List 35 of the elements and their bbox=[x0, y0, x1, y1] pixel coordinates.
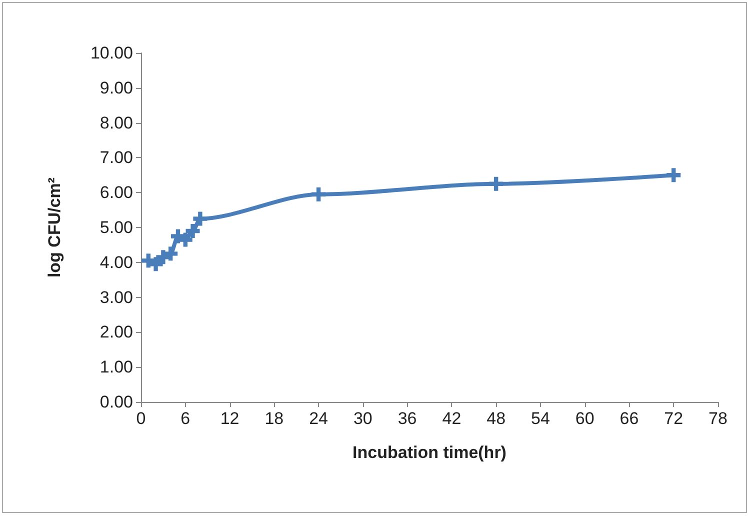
x-tick-label: 24 bbox=[309, 409, 328, 428]
point bbox=[489, 176, 504, 191]
y-tick-label: 8.00 bbox=[100, 113, 133, 132]
x-axis-title: Incubation time(hr) bbox=[352, 443, 506, 462]
point bbox=[164, 246, 178, 261]
point bbox=[186, 224, 200, 238]
point bbox=[193, 212, 208, 226]
y-tick-label: 3.00 bbox=[100, 288, 133, 307]
point bbox=[178, 232, 192, 247]
point bbox=[312, 187, 326, 202]
x-tick-label: 78 bbox=[708, 409, 728, 428]
y-tick-label: 5.00 bbox=[100, 218, 133, 237]
x-tick-label: 18 bbox=[264, 409, 284, 428]
y-tick-label: 2.00 bbox=[100, 322, 133, 342]
x-tick-label: 48 bbox=[486, 409, 506, 428]
x-tick-label: 12 bbox=[220, 409, 240, 428]
x-tick-label: 36 bbox=[398, 409, 417, 428]
point bbox=[666, 168, 681, 182]
y-tick-label: 9.00 bbox=[100, 78, 133, 98]
x-tick-label: 6 bbox=[180, 409, 190, 428]
y-tick-label: 0.00 bbox=[100, 392, 133, 412]
x-tick-label: 54 bbox=[531, 409, 550, 428]
x-tick-label: 30 bbox=[353, 409, 372, 428]
x-tick-label: 66 bbox=[620, 409, 639, 428]
x-tick-label: 72 bbox=[664, 409, 684, 428]
y-tick-label: 4.00 bbox=[100, 252, 133, 272]
x-tick-label: 0 bbox=[136, 409, 146, 428]
y-tick-label: 10.00 bbox=[90, 44, 133, 62]
y-tick-label: 1.00 bbox=[100, 358, 133, 377]
y-tick-label: 7.00 bbox=[100, 148, 133, 168]
x-tick-label: 42 bbox=[442, 409, 462, 428]
y-axis-title: log CFU/cm² bbox=[45, 177, 64, 278]
x-tick-label: 60 bbox=[575, 409, 594, 428]
y-tick-label: 6.00 bbox=[100, 183, 133, 202]
point bbox=[148, 257, 163, 272]
